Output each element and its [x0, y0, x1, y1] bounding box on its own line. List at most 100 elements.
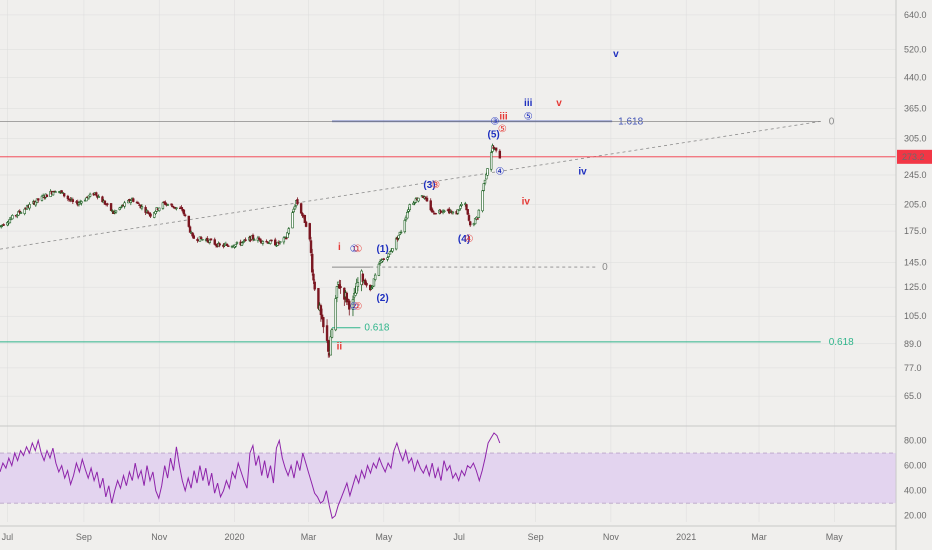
candle-body — [408, 204, 411, 211]
candle-body — [109, 203, 113, 211]
candle-body — [377, 263, 381, 276]
candle-body — [66, 195, 70, 200]
rsi-tick-label: 20.00 — [904, 511, 927, 521]
candle-body — [431, 210, 435, 213]
candle-body — [180, 207, 183, 210]
time-tick-label: Sep — [528, 532, 544, 542]
wave-label-blue: ① — [350, 244, 359, 255]
candle-body — [494, 147, 498, 151]
wave-label-blue: iv — [578, 166, 587, 177]
candle-body — [308, 223, 311, 240]
time-tick-label: May — [826, 532, 844, 542]
candle-body — [327, 340, 330, 352]
candle-body — [166, 204, 170, 206]
candle-body — [388, 251, 392, 255]
wave-label-blue: (2) — [376, 293, 388, 304]
wave-label-blue: v — [613, 49, 619, 60]
candle-body — [345, 292, 348, 303]
time-tick-label: Jul — [2, 532, 14, 542]
candle-body — [381, 259, 384, 262]
candle-body — [334, 298, 337, 331]
candle-body — [34, 201, 37, 206]
candle-body — [335, 286, 339, 298]
candle-body — [97, 196, 100, 198]
price-axis: 640.0 520.0 440.0 365.0 305.0 245.0 205.0 175.0… — [895, 0, 932, 550]
candle-body — [227, 245, 230, 247]
trend-line — [0, 120, 821, 250]
candle-body — [106, 203, 109, 205]
price-tick-label: 520.0 — [904, 45, 927, 55]
candle-body — [311, 253, 314, 273]
candle-body — [225, 243, 229, 246]
wave-label-blue: iii — [524, 98, 533, 109]
wave-label-red: ④ — [464, 234, 473, 245]
candle-body — [175, 207, 178, 209]
candle-body — [2, 224, 5, 226]
candle-body — [466, 209, 469, 215]
price-tick-label: 640.0 — [904, 10, 927, 20]
candle-body — [425, 197, 429, 202]
candle-body — [170, 203, 173, 206]
candle-body — [319, 305, 323, 316]
candle-body — [282, 237, 286, 243]
candle-body — [292, 208, 295, 213]
candle-body — [37, 198, 40, 201]
wave-label-blue: (1) — [376, 244, 388, 255]
candle-body — [188, 226, 192, 233]
time-tick-label: 2020 — [224, 532, 244, 542]
candle-body — [477, 209, 481, 218]
candle-body — [413, 202, 416, 204]
candle-body — [40, 195, 44, 201]
wave-label-red: ii — [337, 342, 343, 353]
candle-body — [201, 239, 204, 241]
candle-body — [403, 220, 407, 233]
candle-body — [270, 239, 273, 242]
candle-body — [387, 253, 390, 257]
rsi-tick-label: 80.00 — [904, 436, 927, 446]
candle-body — [434, 212, 437, 215]
candle-body — [457, 209, 461, 211]
time-tick-label: May — [375, 532, 393, 542]
time-tick-label: Mar — [301, 532, 317, 542]
candle-body — [213, 239, 216, 245]
candle-body — [293, 205, 297, 210]
candle-body — [182, 209, 186, 215]
candle-body — [129, 200, 133, 203]
price-tick-label: 305.0 — [904, 133, 927, 143]
candle-body — [209, 238, 213, 241]
candle-body — [443, 210, 446, 212]
price-tick-label: 175.0 — [904, 226, 927, 236]
candle-body — [320, 314, 324, 320]
candle-body — [261, 241, 265, 244]
candle-body — [187, 215, 191, 227]
time-tick-label: Jul — [453, 532, 465, 542]
candle-body — [199, 237, 203, 240]
wave-label-red: v — [556, 98, 562, 109]
candle-body — [158, 207, 161, 212]
candle-body — [370, 287, 373, 289]
price-tick-label: 205.0 — [904, 200, 927, 210]
price-tick-label: 245.0 — [904, 170, 927, 180]
time-tick-label: Mar — [751, 532, 767, 542]
candle-body — [85, 197, 88, 202]
candle-body — [354, 292, 357, 296]
time-tick-label: Nov — [603, 532, 620, 542]
candle-body — [391, 248, 394, 252]
level-layer: 1.618 0 0 0.618 0.618 — [0, 116, 896, 348]
candle-body — [317, 288, 320, 309]
candle-body — [373, 274, 377, 280]
candle-body — [397, 235, 400, 239]
candle-body — [103, 200, 107, 205]
candle-body — [456, 209, 460, 214]
wave-label-red: ⑤ — [498, 124, 507, 135]
candle-body — [348, 300, 351, 310]
candle-body — [467, 215, 471, 221]
candle-body — [23, 208, 26, 214]
candle-body — [485, 173, 488, 180]
candle-body — [459, 205, 462, 209]
candle-body — [11, 215, 14, 220]
candle-body — [283, 236, 287, 239]
candle-body — [394, 238, 398, 250]
